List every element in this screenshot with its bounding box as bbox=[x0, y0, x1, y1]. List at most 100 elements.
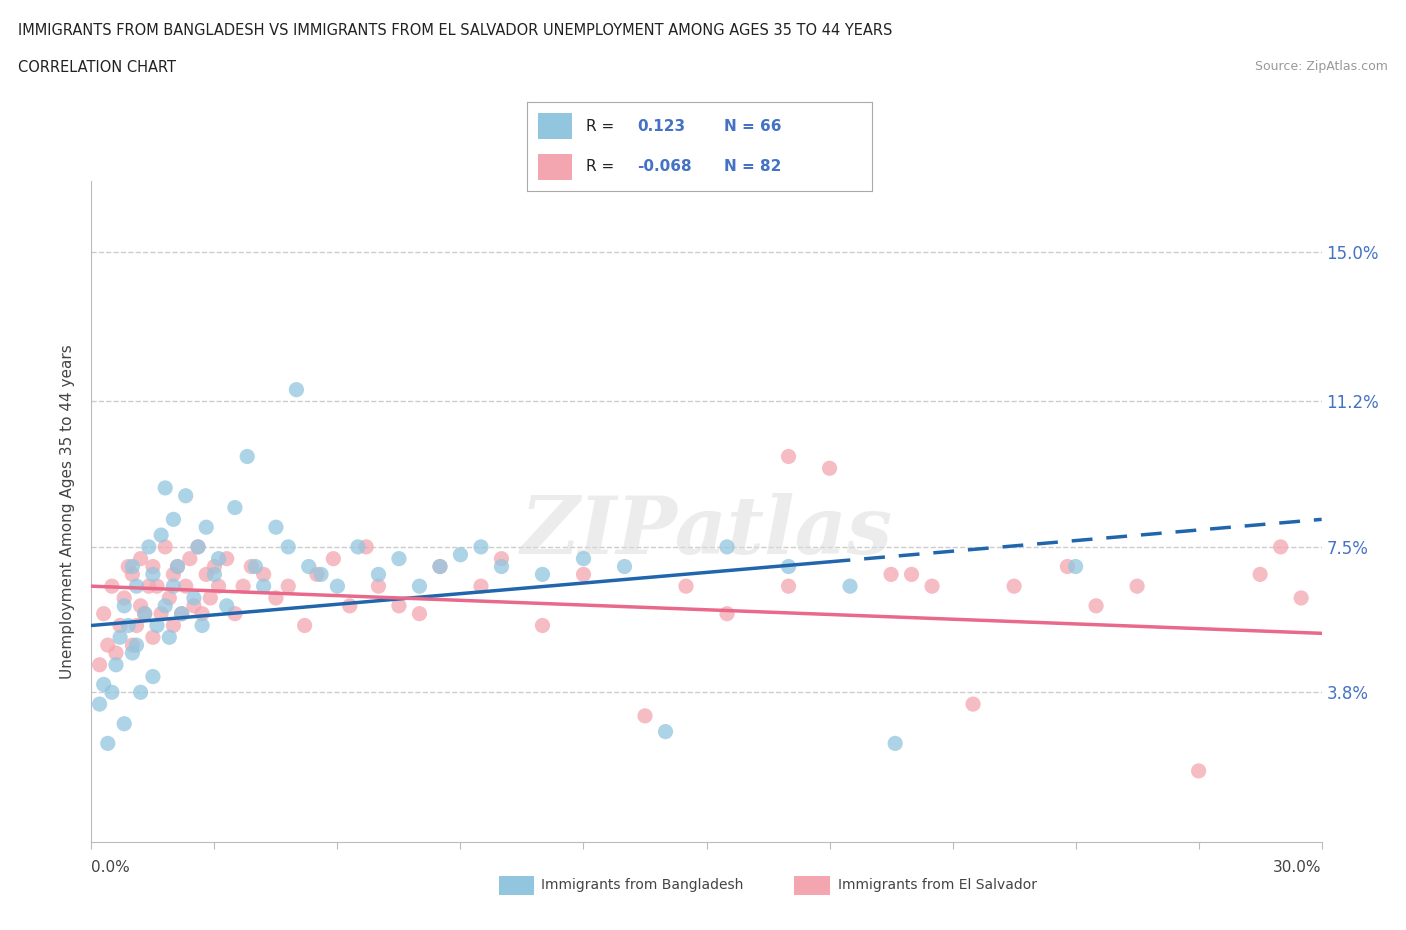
Point bbox=[839, 578, 862, 593]
Point bbox=[309, 567, 332, 582]
Text: 0.123: 0.123 bbox=[637, 119, 686, 134]
Point bbox=[470, 578, 492, 593]
Point bbox=[408, 578, 430, 593]
Point bbox=[1126, 578, 1149, 593]
Point bbox=[170, 606, 193, 621]
Point bbox=[101, 684, 124, 699]
Point bbox=[264, 591, 287, 605]
Point bbox=[134, 606, 156, 621]
Point bbox=[108, 630, 131, 644]
Point bbox=[224, 500, 246, 515]
Point bbox=[157, 630, 180, 644]
Point bbox=[183, 591, 205, 605]
Point bbox=[187, 539, 209, 554]
Point bbox=[150, 527, 173, 542]
Point bbox=[142, 630, 165, 644]
Text: 30.0%: 30.0% bbox=[1274, 860, 1322, 875]
Point bbox=[166, 559, 188, 574]
Point bbox=[174, 488, 197, 503]
Point bbox=[207, 578, 229, 593]
Point bbox=[112, 598, 135, 613]
Point bbox=[170, 606, 193, 621]
Text: N = 66: N = 66 bbox=[724, 119, 782, 134]
Point bbox=[429, 559, 451, 574]
Point bbox=[129, 684, 152, 699]
Point bbox=[613, 559, 636, 574]
Point bbox=[105, 645, 127, 660]
Point bbox=[105, 658, 127, 672]
Point bbox=[121, 567, 143, 582]
Point bbox=[125, 578, 148, 593]
Point bbox=[129, 551, 152, 566]
Point bbox=[125, 638, 148, 653]
Point bbox=[354, 539, 377, 554]
Point bbox=[572, 567, 595, 582]
Text: ZIPatlas: ZIPatlas bbox=[520, 493, 893, 570]
Text: Immigrants from Bangladesh: Immigrants from Bangladesh bbox=[541, 878, 744, 893]
Point bbox=[93, 677, 115, 692]
Point bbox=[153, 539, 177, 554]
Point bbox=[339, 598, 361, 613]
Text: R =: R = bbox=[586, 119, 614, 134]
Point bbox=[157, 591, 180, 605]
Point bbox=[108, 618, 131, 633]
Point bbox=[117, 559, 139, 574]
Point bbox=[921, 578, 943, 593]
Text: IMMIGRANTS FROM BANGLADESH VS IMMIGRANTS FROM EL SALVADOR UNEMPLOYMENT AMONG AGE: IMMIGRANTS FROM BANGLADESH VS IMMIGRANTS… bbox=[18, 23, 893, 38]
Point bbox=[900, 567, 922, 582]
Point bbox=[322, 551, 344, 566]
Point bbox=[1002, 578, 1025, 593]
Point bbox=[1270, 539, 1292, 554]
Point bbox=[388, 551, 411, 566]
Point bbox=[153, 598, 177, 613]
Point bbox=[253, 567, 276, 582]
Point bbox=[264, 520, 287, 535]
Point bbox=[531, 567, 554, 582]
Point bbox=[388, 598, 411, 613]
Text: N = 82: N = 82 bbox=[724, 159, 780, 174]
Text: R =: R = bbox=[586, 159, 614, 174]
Y-axis label: Unemployment Among Ages 35 to 44 years: Unemployment Among Ages 35 to 44 years bbox=[60, 344, 76, 679]
Point bbox=[1085, 598, 1108, 613]
Point bbox=[326, 578, 349, 593]
Bar bbox=[537, 113, 572, 140]
Point bbox=[572, 551, 595, 566]
Point bbox=[121, 645, 143, 660]
Point bbox=[305, 567, 328, 582]
Point bbox=[138, 578, 160, 593]
Point bbox=[191, 618, 214, 633]
Point bbox=[89, 658, 111, 672]
Point bbox=[232, 578, 254, 593]
Point bbox=[884, 736, 907, 751]
Point bbox=[429, 559, 451, 574]
Point bbox=[97, 736, 120, 751]
Point bbox=[89, 697, 111, 711]
Point bbox=[367, 578, 389, 593]
Point bbox=[112, 591, 135, 605]
Text: CORRELATION CHART: CORRELATION CHART bbox=[18, 60, 176, 75]
Point bbox=[174, 578, 197, 593]
Point bbox=[236, 449, 259, 464]
Point bbox=[146, 618, 169, 633]
Point bbox=[367, 567, 389, 582]
Point bbox=[224, 606, 246, 621]
Point bbox=[187, 539, 209, 554]
Point bbox=[142, 559, 165, 574]
Point bbox=[202, 559, 225, 574]
Point bbox=[1064, 559, 1087, 574]
Point bbox=[716, 539, 738, 554]
Point bbox=[97, 638, 120, 653]
Point bbox=[778, 449, 800, 464]
Point bbox=[117, 618, 139, 633]
Point bbox=[491, 559, 513, 574]
Point bbox=[294, 618, 316, 633]
Point bbox=[1187, 764, 1209, 778]
Point bbox=[347, 539, 370, 554]
Point bbox=[962, 697, 984, 711]
Point bbox=[121, 559, 143, 574]
Point bbox=[162, 512, 184, 526]
Point bbox=[470, 539, 492, 554]
Point bbox=[1056, 559, 1078, 574]
Text: Source: ZipAtlas.com: Source: ZipAtlas.com bbox=[1254, 60, 1388, 73]
Point bbox=[1249, 567, 1271, 582]
